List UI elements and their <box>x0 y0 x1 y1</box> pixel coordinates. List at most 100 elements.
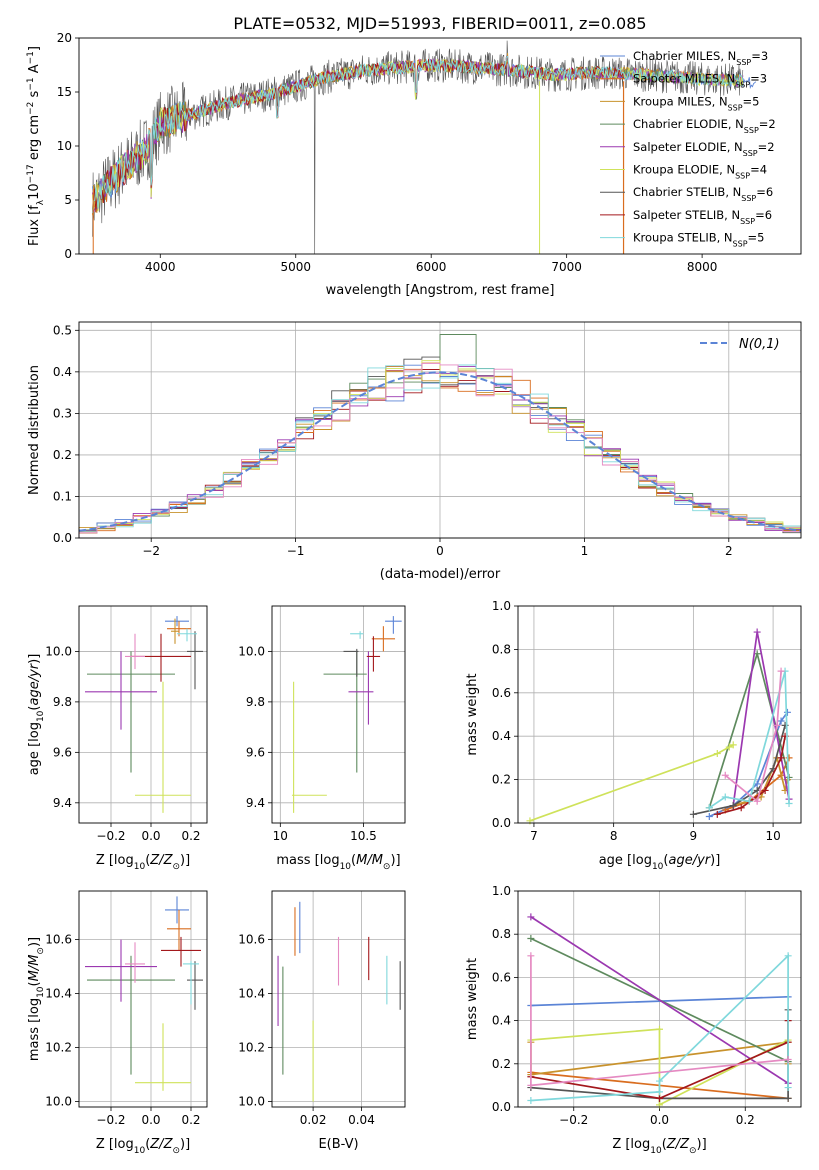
chart-ebv_mass: 0.02 0.04 10.0 10.2 10.4 10.6 E(B-V) <box>238 890 406 1152</box>
weight-marker <box>785 799 793 807</box>
y-tick-label: 0.8 <box>492 642 511 656</box>
x-tick-label: 5000 <box>280 260 311 274</box>
chart-age_weight: 7 8 9 10 0.0 0.2 0.4 0.6 0.8 1.0 age [log10(age/yr… <box>465 599 802 872</box>
plot-area <box>527 913 792 1109</box>
y-tick-label: 10.0 <box>45 644 72 658</box>
x-axis-label: age [log10(age/yr)] <box>599 853 721 872</box>
weight-marker <box>729 741 737 749</box>
axes-frame <box>78 37 802 255</box>
chart-spectrum: 4000 5000 6000 7000 8000 0 5 10 15 20 Chabrier MIL… <box>26 31 802 298</box>
chart-z_weight: −0.2 0.0 0.2 0.0 0.2 0.4 0.6 0.8 1.0 Z [log10(Z/Z… <box>465 884 802 1156</box>
weight-marker <box>527 952 535 960</box>
x-tick-label: −0.2 <box>96 829 125 843</box>
weight-marker <box>737 804 745 812</box>
plot-area <box>277 901 401 1102</box>
y-axis-label: mass weight <box>465 958 480 1040</box>
weight-marker <box>745 797 753 805</box>
weight-marker <box>725 743 733 751</box>
chart-mass_age: 10 10.5 9.4 9.6 9.8 10.0 mass [log10(M/M⊙)] <box>238 605 406 872</box>
y-tick-label: 10.6 <box>45 933 72 947</box>
y-tick-label: 0.0 <box>492 1100 511 1114</box>
x-tick-label: −0.2 <box>559 1113 588 1127</box>
plot-area <box>92 40 757 255</box>
y-tick-label: 0.2 <box>53 448 72 462</box>
y-tick-label: 0.6 <box>492 686 511 700</box>
legend-entry-sa_stelib: Salpeter STELIB, NSSP=6 <box>633 208 772 226</box>
weight-marker <box>721 793 729 801</box>
weight-marker <box>777 667 785 675</box>
y-tick-label: 10.0 <box>45 1095 72 1109</box>
weight-marker <box>713 810 721 818</box>
x-tick-label: 7000 <box>551 260 582 274</box>
y-axis-label: mass [log10(M/M⊙)] <box>27 937 46 1061</box>
y-tick-label: 0.4 <box>53 365 72 379</box>
y-tick-label: 0.4 <box>492 729 511 743</box>
y-axis-label: Normed distribution <box>27 365 42 495</box>
y-tick-label: 0.6 <box>492 970 511 984</box>
y-tick-label: 1.0 <box>492 599 511 613</box>
weight-line-ch_elodie <box>708 650 790 809</box>
x-tick-label: 0.2 <box>181 1113 200 1127</box>
x-axis-label: mass [log10(M/M⊙)] <box>276 853 400 872</box>
x-axis-label: Z [log10(Z/Z⊙)] <box>96 853 190 872</box>
x-axis-label: Z [log10(Z/Z⊙)] <box>96 1137 190 1156</box>
y-tick-label: 0.2 <box>492 773 511 787</box>
legend-entry-kr_miles: Kroupa MILES, NSSP=5 <box>633 94 759 112</box>
x-tick-label: 0.0 <box>141 1113 160 1127</box>
y-tick-label: 9.6 <box>53 745 72 759</box>
x-tick-label: 10 <box>273 829 288 843</box>
x-tick-label: 7 <box>530 829 538 843</box>
weight-marker <box>713 750 721 758</box>
legend-entry-sa_miles: Salpeter MILES, NSSP=3 <box>633 72 767 90</box>
y-tick-label: 9.6 <box>246 745 265 759</box>
x-tick-label: 0.0 <box>650 1113 669 1127</box>
y-tick-label: 1.0 <box>492 884 511 898</box>
x-tick-label: 2 <box>725 544 733 558</box>
y-tick-label: 0.0 <box>53 531 72 545</box>
weight-marker <box>777 717 785 725</box>
weight-marker <box>783 708 791 716</box>
weight-marker <box>721 771 729 779</box>
residuals-legend: N(0,1) <box>700 337 780 352</box>
x-tick-label: 9 <box>690 829 698 843</box>
weight-marker <box>527 913 535 921</box>
chart-z_mass: −0.2 0.0 0.2 10.0 10.2 10.4 10.6 Z [log10(Z/Z⊙)… <box>27 890 208 1156</box>
y-tick-label: 10.0 <box>238 644 265 658</box>
x-axis-label: Z [log10(Z/Z⊙)] <box>612 1137 706 1156</box>
weight-marker <box>705 804 713 812</box>
weight-marker <box>784 1084 792 1092</box>
x-tick-label: −1 <box>287 544 305 558</box>
axes-frame <box>78 890 208 1108</box>
x-tick-label: 0.02 <box>300 1113 327 1127</box>
x-tick-label: 0.2 <box>181 829 200 843</box>
spectrum-line-kr_stelib <box>92 55 744 214</box>
weight-line-extra <box>724 671 782 803</box>
y-tick-label: 10.4 <box>45 987 72 1001</box>
weight-marker <box>656 1094 663 1102</box>
weight-marker <box>785 754 793 762</box>
y-tick-label: 9.4 <box>246 796 265 810</box>
x-tick-label: 8000 <box>687 260 718 274</box>
axes-frame <box>78 605 208 824</box>
plot-area <box>85 616 203 813</box>
y-tick-label: 15 <box>57 85 72 99</box>
x-axis-label: E(B-V) <box>318 1137 358 1152</box>
legend-entry-ch_miles: Chabrier MILES, NSSP=3 <box>633 49 768 67</box>
x-tick-label: 6000 <box>416 260 447 274</box>
y-tick-label: 5 <box>64 193 72 207</box>
weight-marker <box>777 754 785 762</box>
legend-entry-ch_stelib: Chabrier STELIB, NSSP=6 <box>633 185 773 203</box>
legend-entry-normal: N(0,1) <box>739 337 780 352</box>
y-tick-label: 10.6 <box>238 933 265 947</box>
weight-marker <box>656 1077 663 1085</box>
weight-line-ch_stelib <box>693 725 786 816</box>
x-tick-label: 0.0 <box>141 829 160 843</box>
chart-residuals: −2 −1 0 1 2 0.0 0.1 0.2 0.3 0.4 0.5 N(0,1) (data-mod… <box>27 321 802 582</box>
weight-marker <box>753 797 761 805</box>
plot-area <box>291 616 402 813</box>
plot-area <box>526 628 793 825</box>
y-axis-label: mass weight <box>465 673 480 755</box>
x-tick-label: 10.5 <box>350 829 377 843</box>
y-tick-label: 0.8 <box>492 927 511 941</box>
